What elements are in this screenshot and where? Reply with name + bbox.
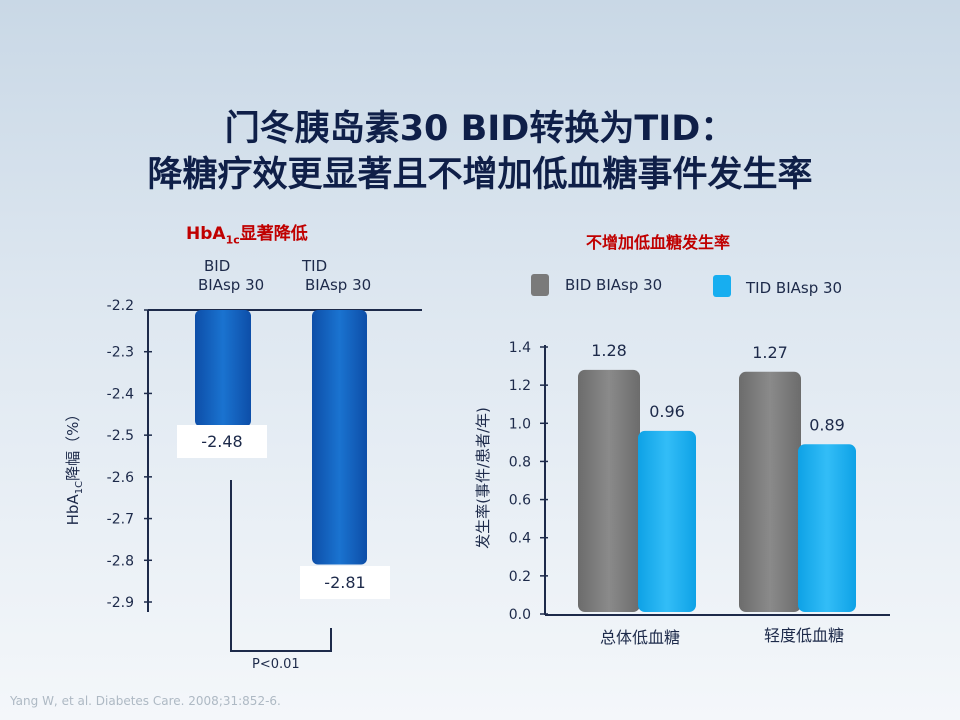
right-chart: 0.0 0.2 0.4 0.6 0.8 1.0 1.2 1.4 1.28 1.27 0.96 0.8… [474, 340, 890, 647]
bar-bid-hba1c [195, 310, 251, 427]
data-label-bid-overall: 1.28 [591, 341, 627, 360]
left-tick-label: -2.6 [107, 470, 134, 486]
left-cat-2-line2: BIAsp 30 [305, 276, 371, 294]
right-cat-1: 总体低血糖 [600, 628, 680, 647]
bar-tid-hba1c [312, 310, 367, 565]
right-chart-title: 不增加低血糖发生率 [586, 233, 731, 252]
right-tick-label: 1.0 [509, 416, 531, 432]
left-tick-label: -2.7 [107, 512, 134, 528]
data-label-tid-mild: 0.89 [809, 415, 845, 434]
right-y-axis-label: 发生率(事件/患者/年) [474, 407, 492, 549]
legend-label-bid: BID BIAsp 30 [565, 276, 663, 294]
left-tick-label: -2.4 [107, 386, 134, 402]
left-tick-label: -2.3 [107, 345, 134, 361]
right-tick-label: 1.4 [509, 340, 531, 356]
left-tick-label: -2.2 [107, 298, 134, 314]
data-label-box [300, 566, 390, 599]
right-tick-label: 0.4 [509, 531, 531, 547]
bar-tid-overall [638, 430, 696, 612]
slide-title-line1: 门冬胰岛素30 BID转换为TID： [224, 109, 736, 149]
citation: Yang W, et al. Diabetes Care. 2008;31:85… [10, 694, 281, 708]
left-tick-label: -2.5 [107, 428, 134, 444]
data-label-tid: -2.81 [324, 573, 365, 592]
left-y-axis-label: HbA1C降幅（%） [64, 407, 85, 526]
left-tick-label: -2.9 [107, 595, 134, 611]
data-label-box [177, 425, 267, 458]
legend-label-tid: TID BIAsp 30 [746, 279, 843, 297]
right-tick-label: 0.2 [509, 569, 531, 585]
data-label-bid: -2.48 [201, 432, 242, 451]
significance-bracket [230, 480, 332, 652]
bar-tid-mild [798, 444, 856, 612]
left-chart: -2.2 -2.3 -2.4 -2.5 -2.6 -2.7 -2.8 -2.9 -2.48 -2… [64, 257, 422, 672]
right-cat-2: 轻度低血糖 [764, 626, 844, 645]
left-tick-label: -2.8 [107, 553, 134, 569]
bar-bid-overall [578, 369, 640, 612]
legend-swatch-bid [531, 274, 549, 296]
data-label-tid-overall: 0.96 [649, 402, 685, 421]
data-label-bid-mild: 1.27 [752, 343, 788, 362]
right-tick-label: 1.2 [509, 378, 531, 394]
p-value-annotation: P<0.01 [252, 657, 300, 672]
left-cat-2-line1: TID [301, 257, 327, 275]
left-cat-1-line1: BID [204, 257, 230, 275]
right-tick-label: 0.6 [509, 493, 531, 509]
slide-title-line2: 降糖疗效更显著且不增加低血糖事件发生率 [147, 155, 813, 195]
right-tick-label: 0.0 [509, 607, 531, 623]
right-tick-label: 0.8 [509, 454, 531, 470]
bar-bid-mild [739, 371, 801, 612]
legend-swatch-tid [713, 275, 731, 297]
left-cat-1-line2: BIAsp 30 [198, 276, 264, 294]
left-chart-title: HbA1c显著降低 [186, 224, 308, 247]
